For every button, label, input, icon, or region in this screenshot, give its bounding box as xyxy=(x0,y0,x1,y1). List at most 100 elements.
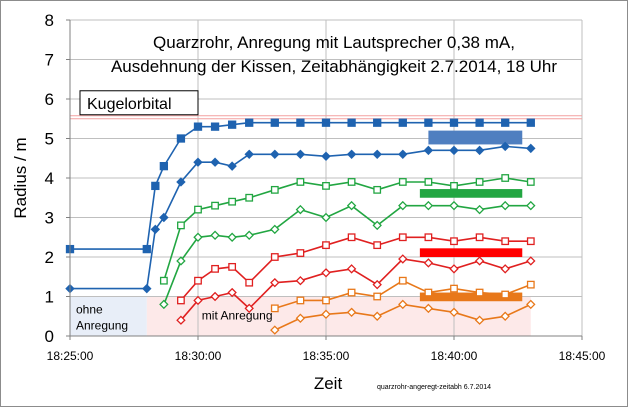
series-5 xyxy=(177,233,535,305)
data-point xyxy=(177,296,185,305)
band-3 xyxy=(419,248,523,257)
series-8 xyxy=(270,299,536,335)
data-point xyxy=(475,178,484,186)
data-point xyxy=(176,134,186,143)
series-4 xyxy=(159,200,536,310)
data-point xyxy=(424,233,433,242)
data-point xyxy=(296,178,305,186)
data-point xyxy=(159,212,169,223)
x-tick-label: 18:45:00 xyxy=(559,349,606,363)
data-point xyxy=(296,296,305,305)
data-point xyxy=(526,178,535,186)
data-point xyxy=(347,288,356,297)
y-tick-label: 2 xyxy=(45,248,54,267)
data-point xyxy=(270,224,280,235)
x-tick-label: 18:25:00 xyxy=(47,349,94,363)
data-point xyxy=(227,120,237,129)
y-tick-label: 6 xyxy=(45,90,54,109)
y-tick-label: 8 xyxy=(45,11,54,30)
data-point xyxy=(210,122,220,131)
data-point xyxy=(346,149,357,160)
x-axis-label: Zeit xyxy=(314,374,343,393)
y-tick-label: 1 xyxy=(45,288,54,307)
data-point xyxy=(322,181,330,190)
data-point xyxy=(193,232,203,242)
data-point xyxy=(177,221,185,230)
series-6 xyxy=(176,254,536,325)
data-point xyxy=(150,224,161,235)
data-point xyxy=(245,118,254,127)
data-point xyxy=(270,253,279,261)
data-point xyxy=(176,315,186,325)
data-point xyxy=(450,181,458,190)
data-point xyxy=(295,313,306,323)
data-point xyxy=(296,249,305,257)
data-point xyxy=(373,118,382,127)
data-point xyxy=(228,197,237,206)
series-7 xyxy=(270,276,535,313)
data-point xyxy=(450,237,458,246)
data-point xyxy=(500,141,510,152)
region-1 xyxy=(70,296,147,336)
series-line xyxy=(180,258,532,321)
data-point xyxy=(142,283,152,294)
y-tick-label: 5 xyxy=(45,130,54,149)
data-point xyxy=(475,233,484,242)
data-point xyxy=(501,290,510,299)
data-point xyxy=(398,200,408,211)
data-point xyxy=(347,118,356,127)
data-point xyxy=(500,200,510,211)
y-axis-label: Radius / m xyxy=(11,137,30,218)
data-point xyxy=(372,220,382,231)
data-point xyxy=(423,303,434,314)
data-point xyxy=(372,311,382,321)
x-tick-label: 18:30:00 xyxy=(175,349,222,363)
data-point xyxy=(321,151,331,161)
chart-title-line: Quarzrohr, Anregung mit Lautsprecher 0,3… xyxy=(153,33,515,52)
series-1 xyxy=(65,118,535,254)
data-point xyxy=(500,264,510,274)
series-line xyxy=(70,121,531,250)
band-4 xyxy=(419,292,523,302)
band-1 xyxy=(428,130,523,145)
data-point xyxy=(347,178,356,186)
data-point xyxy=(424,288,433,297)
data-point xyxy=(398,149,408,160)
x-tick-label: 18:35:00 xyxy=(303,349,350,363)
data-point xyxy=(475,118,484,127)
data-point xyxy=(474,204,485,215)
data-point xyxy=(321,212,331,223)
series-2 xyxy=(65,141,536,294)
data-point xyxy=(211,264,219,273)
data-point xyxy=(526,143,536,154)
data-point xyxy=(475,288,484,297)
data-point xyxy=(210,157,220,167)
data-point xyxy=(295,275,306,286)
data-point xyxy=(270,118,279,127)
data-point xyxy=(142,244,151,254)
data-point xyxy=(176,256,186,266)
region-label: mit Anregung xyxy=(202,309,273,323)
data-point xyxy=(398,233,407,242)
data-point xyxy=(423,145,434,156)
data-point xyxy=(244,303,254,314)
data-point xyxy=(373,185,382,194)
data-point xyxy=(194,276,202,285)
data-point xyxy=(210,230,220,240)
y-tick-label: 4 xyxy=(45,169,54,188)
data-point xyxy=(321,118,331,127)
data-point xyxy=(474,145,485,156)
data-point xyxy=(372,279,382,290)
series-3 xyxy=(159,174,535,285)
series-line xyxy=(180,236,531,301)
data-point xyxy=(398,276,407,285)
data-point xyxy=(501,174,510,182)
data-point xyxy=(526,299,536,310)
data-point xyxy=(176,177,186,187)
data-point xyxy=(501,237,510,246)
data-point xyxy=(424,118,433,127)
data-point xyxy=(500,311,510,321)
data-point xyxy=(423,258,434,268)
data-point xyxy=(373,241,382,250)
